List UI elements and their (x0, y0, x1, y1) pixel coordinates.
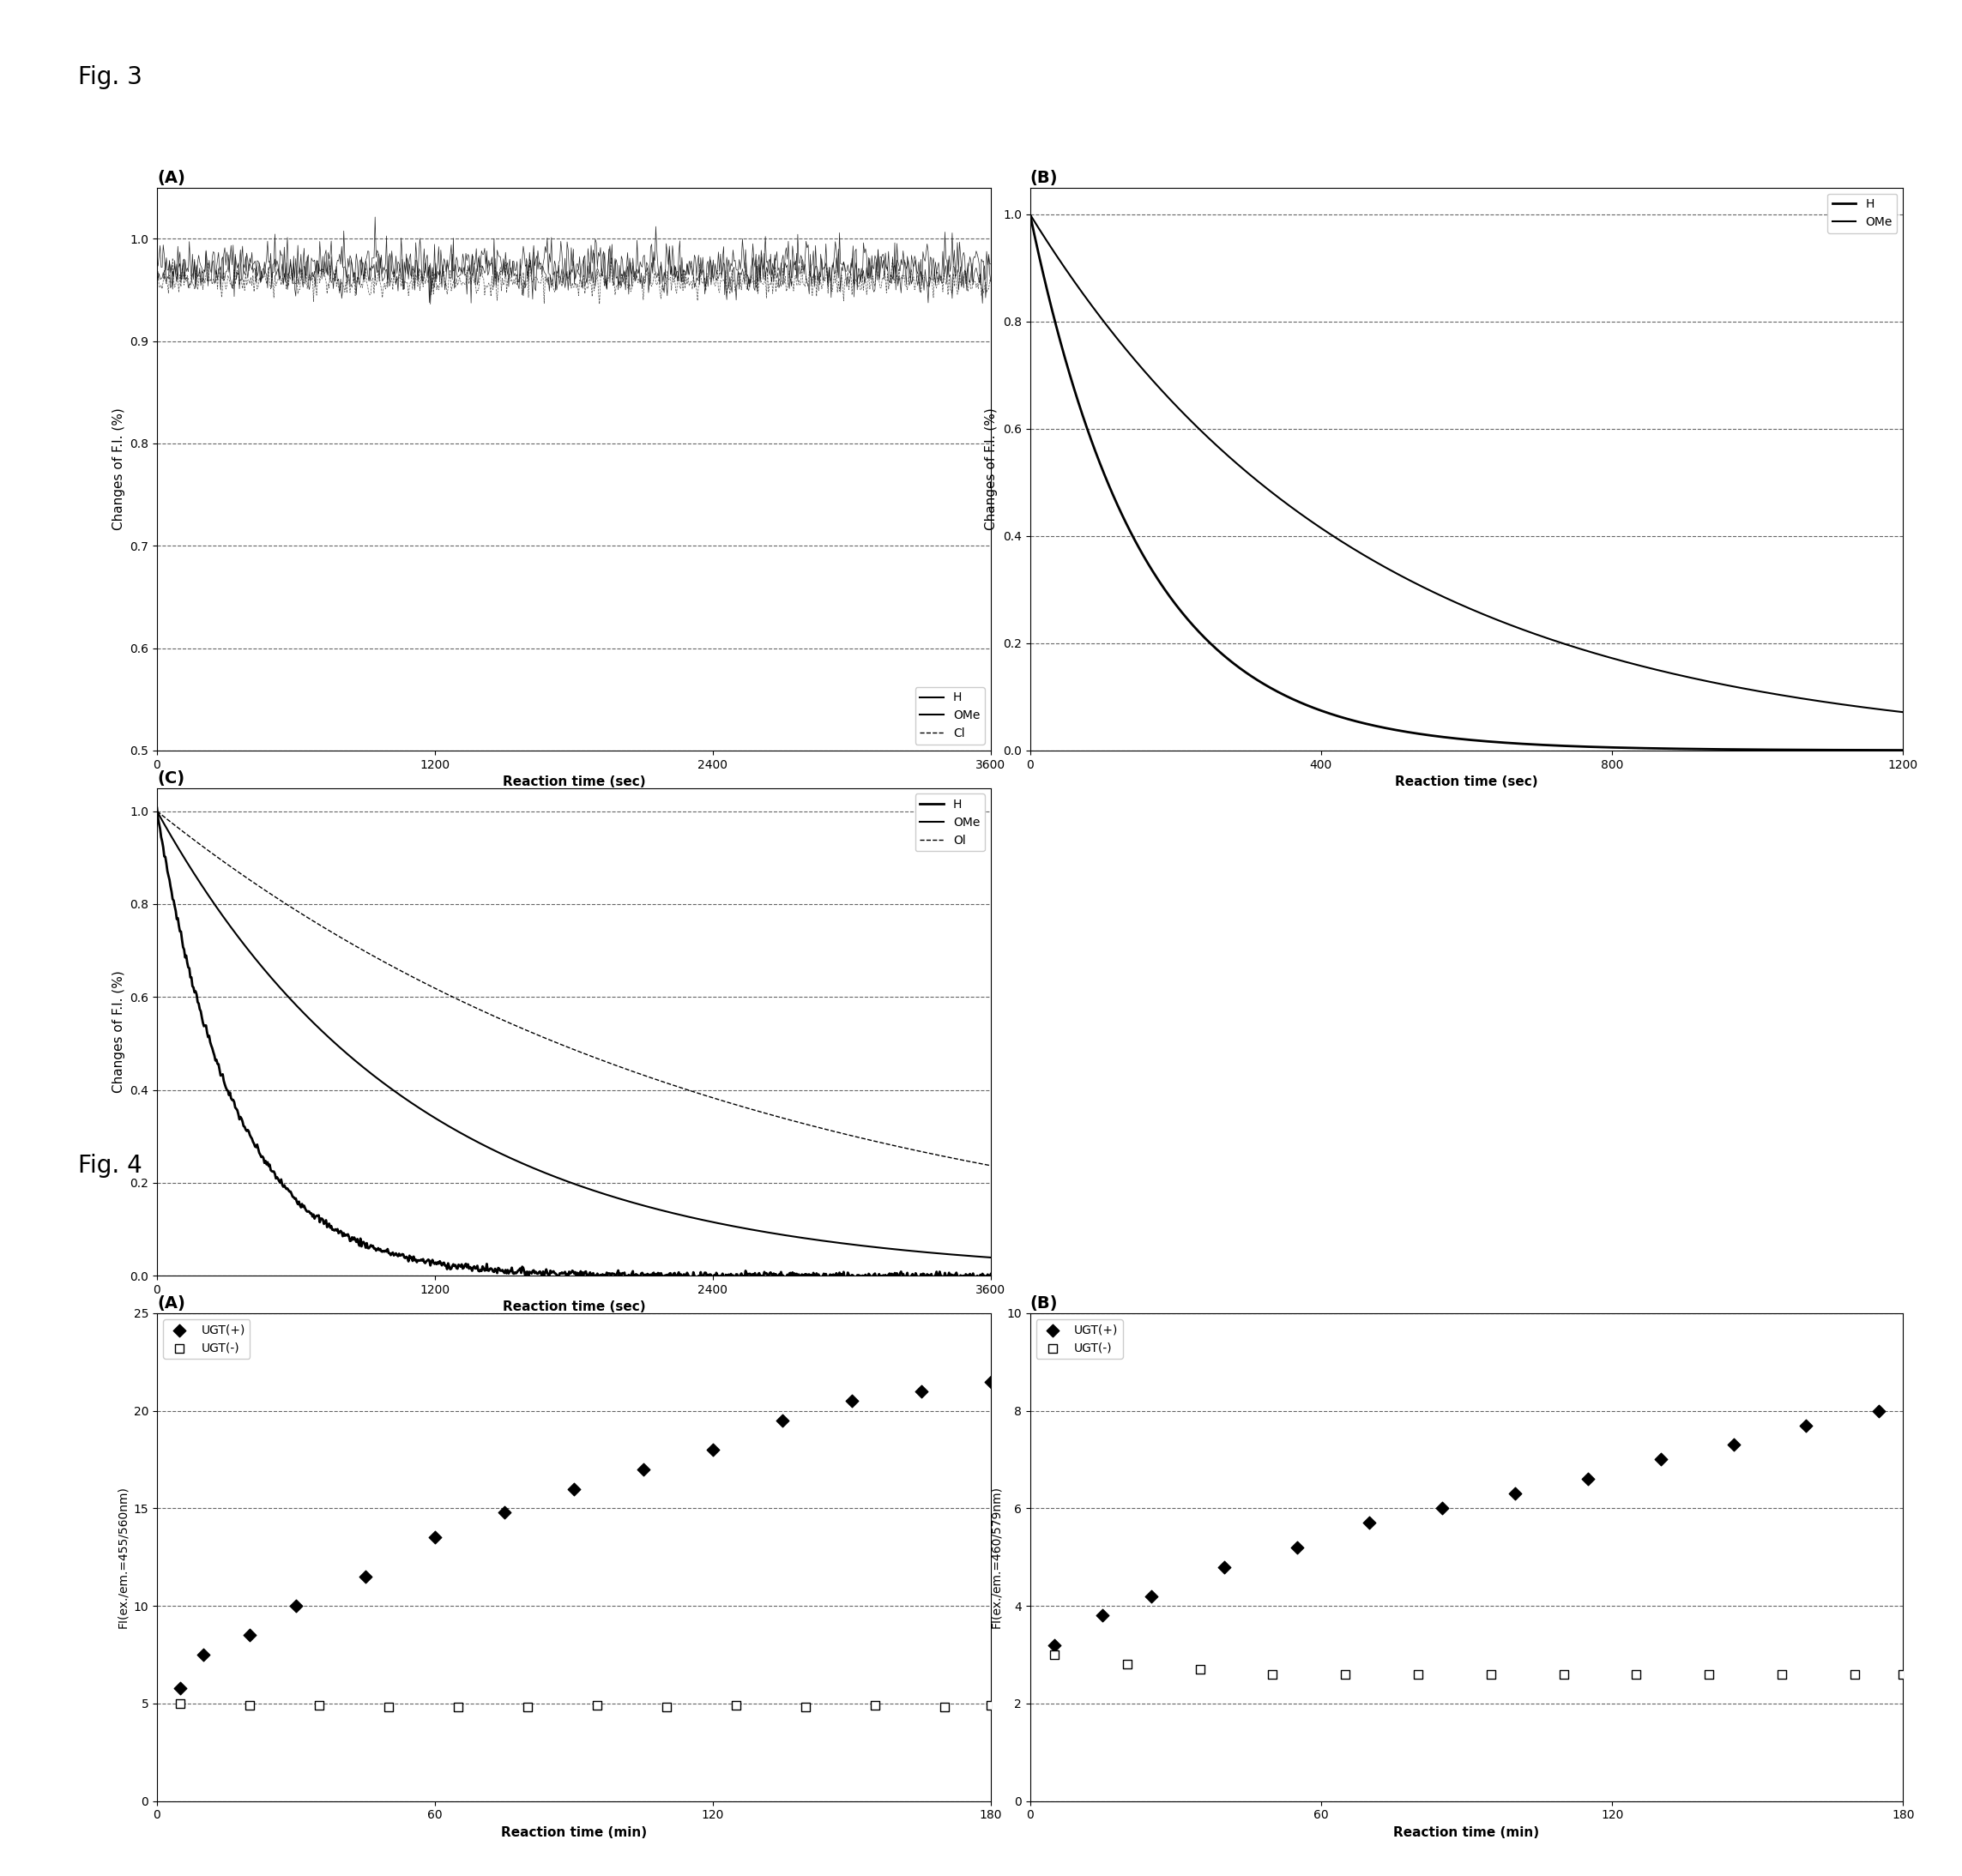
UGT(-) (581, 1690, 612, 1720)
UGT(+) (1087, 1600, 1118, 1630)
UGT(-) (1330, 1658, 1362, 1688)
UGT(-) (928, 1692, 959, 1722)
UGT(-) (1548, 1658, 1579, 1688)
UGT(+) (1717, 1430, 1748, 1460)
Legend: UGT(+), UGT(-): UGT(+), UGT(-) (1036, 1319, 1122, 1358)
UGT(-) (1887, 1658, 1919, 1688)
Y-axis label: FI(ex./em.=455/560nm): FI(ex./em.=455/560nm) (116, 1486, 129, 1628)
UGT(-) (859, 1690, 891, 1720)
UGT(+) (1426, 1493, 1458, 1523)
Text: (A): (A) (157, 1296, 184, 1311)
UGT(-) (1838, 1658, 1870, 1688)
UGT(+) (349, 1561, 381, 1591)
UGT(+) (420, 1523, 451, 1553)
UGT(+) (1864, 1396, 1895, 1426)
UGT(-) (1475, 1658, 1507, 1688)
UGT(-) (165, 1688, 196, 1718)
UGT(-) (373, 1692, 404, 1722)
UGT(+) (1136, 1581, 1167, 1611)
X-axis label: Reaction time (sec): Reaction time (sec) (1395, 775, 1538, 788)
Legend: H, OMe, Ol: H, OMe, Ol (914, 794, 985, 852)
UGT(+) (767, 1405, 799, 1435)
UGT(-) (791, 1692, 822, 1722)
UGT(+) (557, 1475, 589, 1505)
Y-axis label: FI(ex./em.=460/579nm): FI(ex./em.=460/579nm) (989, 1486, 1003, 1628)
Text: Fig. 4: Fig. 4 (78, 1154, 143, 1178)
UGT(+) (1499, 1478, 1530, 1508)
Text: (C): (C) (157, 771, 184, 786)
UGT(+) (1209, 1551, 1240, 1581)
UGT(-) (651, 1692, 683, 1722)
UGT(+) (233, 1621, 265, 1651)
UGT(-) (304, 1690, 336, 1720)
UGT(-) (1038, 1640, 1069, 1670)
UGT(-) (720, 1690, 751, 1720)
UGT(+) (1644, 1445, 1676, 1475)
UGT(+) (489, 1497, 520, 1527)
UGT(-) (1403, 1658, 1434, 1688)
Text: (A): (A) (157, 171, 184, 186)
UGT(+) (1791, 1411, 1823, 1441)
Legend: H, OMe: H, OMe (1827, 193, 1897, 233)
UGT(+) (697, 1435, 728, 1465)
Legend: UGT(+), UGT(-): UGT(+), UGT(-) (163, 1319, 249, 1358)
UGT(+) (1572, 1463, 1603, 1493)
UGT(-) (441, 1692, 473, 1722)
UGT(+) (975, 1366, 1007, 1396)
X-axis label: Reaction time (min): Reaction time (min) (500, 1825, 647, 1838)
Legend: H, OMe, Cl: H, OMe, Cl (914, 687, 985, 745)
UGT(-) (1766, 1658, 1797, 1688)
X-axis label: Reaction time (min): Reaction time (min) (1393, 1825, 1540, 1838)
UGT(+) (836, 1386, 867, 1416)
UGT(+) (1354, 1508, 1385, 1538)
X-axis label: Reaction time (sec): Reaction time (sec) (502, 1300, 645, 1313)
UGT(+) (906, 1377, 938, 1407)
UGT(-) (1258, 1658, 1289, 1688)
UGT(+) (281, 1591, 312, 1621)
UGT(-) (512, 1692, 543, 1722)
UGT(-) (1110, 1649, 1142, 1679)
UGT(-) (1185, 1655, 1216, 1685)
UGT(+) (628, 1454, 659, 1484)
Y-axis label: Changes of F.I. (%): Changes of F.I. (%) (985, 407, 999, 531)
UGT(-) (1693, 1658, 1725, 1688)
Y-axis label: Changes of F.I. (%): Changes of F.I. (%) (112, 407, 126, 531)
Text: (B): (B) (1030, 171, 1058, 186)
UGT(-) (233, 1690, 265, 1720)
UGT(-) (1621, 1658, 1652, 1688)
Text: Fig. 3: Fig. 3 (78, 66, 143, 90)
Text: (B): (B) (1030, 1296, 1058, 1311)
X-axis label: Reaction time (sec): Reaction time (sec) (502, 775, 645, 788)
UGT(+) (165, 1673, 196, 1703)
UGT(+) (1281, 1533, 1313, 1563)
UGT(+) (188, 1640, 220, 1670)
UGT(-) (975, 1690, 1007, 1720)
Y-axis label: Changes of F.I. (%): Changes of F.I. (%) (112, 970, 126, 1094)
UGT(+) (1038, 1630, 1069, 1660)
